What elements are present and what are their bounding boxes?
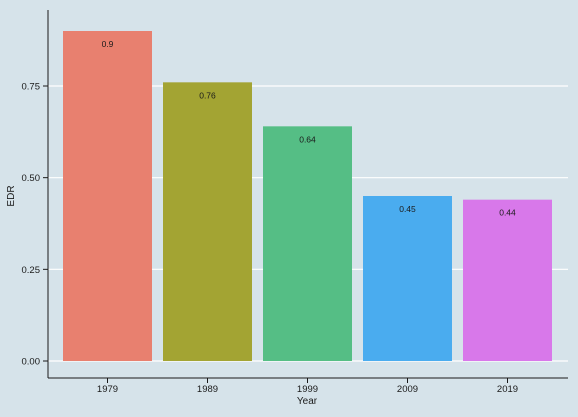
y-axis-title: EDR: [6, 185, 17, 206]
data-label-1989: 0.76: [199, 90, 216, 100]
y-tick-label: 0.50: [22, 173, 41, 184]
x-tick-label-2009: 2009: [397, 384, 418, 395]
y-tick-label: 0.25: [22, 265, 41, 276]
bar-2009: [363, 195, 452, 361]
bar-1999: [263, 126, 352, 361]
y-tick-label: 0.00: [22, 357, 41, 368]
data-label-1999: 0.64: [299, 134, 316, 144]
x-tick-label-1979: 1979: [97, 384, 118, 395]
x-tick-label-1999: 1999: [297, 384, 318, 395]
ticks: 0.00 0.25 0.50 0.75 1979 1989 1999 2009 2019: [22, 81, 519, 395]
bar-1979: [63, 30, 152, 361]
x-tick-label-2019: 2019: [497, 384, 518, 395]
bars: [63, 30, 552, 361]
data-label-2019: 0.44: [499, 208, 516, 218]
bar-1989: [163, 82, 252, 361]
x-tick-label-1989: 1989: [197, 384, 218, 395]
x-axis-title: Year: [297, 396, 318, 407]
data-labels: 0.9 0.76 0.64 0.45 0.44: [102, 39, 516, 218]
bar-2019: [463, 199, 552, 361]
data-label-1979: 0.9: [102, 39, 114, 49]
y-tick-label: 0.75: [22, 81, 41, 92]
data-label-2009: 0.45: [399, 204, 416, 214]
